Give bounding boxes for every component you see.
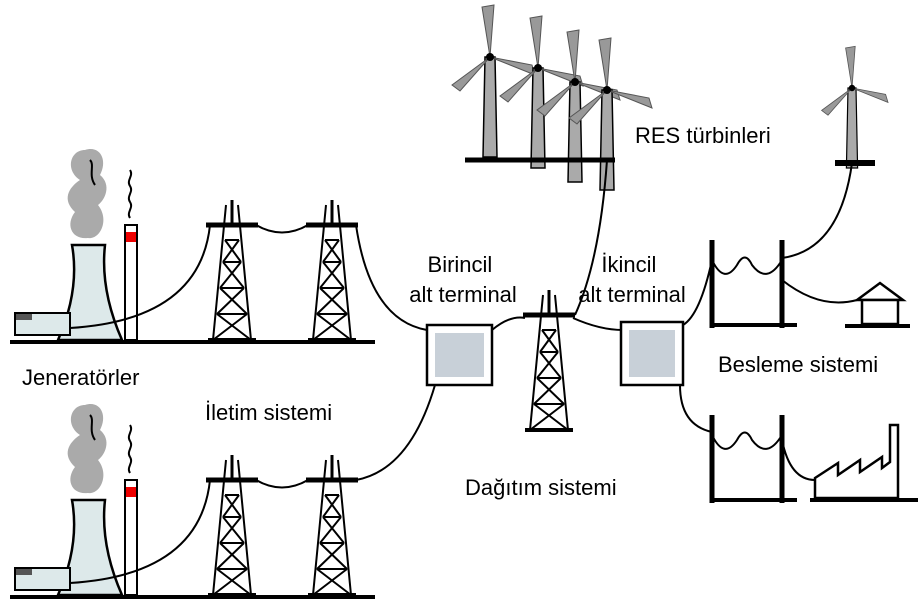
distribution-tower (523, 290, 575, 430)
label-line: Birincil (428, 252, 493, 277)
substation-secondary (621, 322, 683, 385)
supply-poles-upper (710, 240, 797, 328)
diagram: RES türbinleri Birincil alt terminal İki… (0, 0, 923, 610)
wind-label: RES türbinleri (635, 123, 771, 148)
secondary-substation-label: İkincil alt terminal (578, 252, 686, 307)
generator-plant-upper (10, 149, 375, 342)
factory (810, 425, 918, 500)
substation-primary (427, 325, 492, 385)
supply-label: Besleme sistemi (718, 352, 878, 377)
supply-poles-lower (710, 415, 797, 503)
label-line: İkincil (601, 252, 656, 277)
generator-plant-lower (10, 404, 375, 597)
generators-label: Jeneratörler (22, 365, 139, 390)
label-line: alt terminal (578, 282, 686, 307)
label-line: alt terminal (409, 282, 517, 307)
house (845, 283, 910, 326)
primary-substation-label: Birincil alt terminal (409, 252, 517, 307)
wind-farm (452, 5, 888, 190)
distribution-label: Dağıtım sistemi (465, 475, 617, 500)
transmission-label: İletim sistemi (205, 400, 332, 425)
